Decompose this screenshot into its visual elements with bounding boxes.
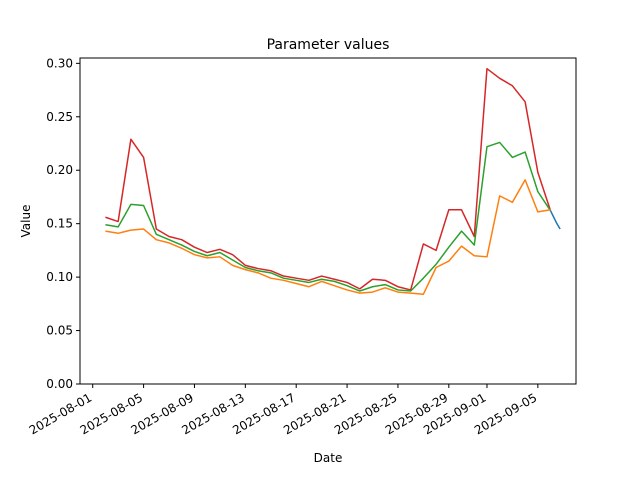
series-layer	[105, 67, 561, 295]
x-axis-title: Date	[314, 451, 343, 465]
plot-frame	[79, 57, 577, 385]
y-tick-label: 0.00	[46, 377, 73, 391]
chart-title: Parameter values	[267, 37, 390, 53]
series-line-3	[105, 179, 551, 295]
y-tick-label: 0.15	[46, 217, 73, 231]
y-tick-label: 0.05	[46, 324, 73, 338]
axes-layer: 0.000.050.100.150.200.250.302025-08-0120…	[27, 56, 540, 437]
y-tick-label: 0.25	[46, 110, 73, 124]
y-tick-label: 0.20	[46, 163, 73, 177]
series-line-4	[549, 210, 561, 230]
y-tick-label: 0.30	[46, 56, 73, 70]
y-tick-label: 0.10	[46, 270, 73, 284]
y-axis-title: Value	[19, 205, 33, 238]
series-line-1	[105, 67, 552, 291]
series-line-2	[105, 141, 552, 292]
